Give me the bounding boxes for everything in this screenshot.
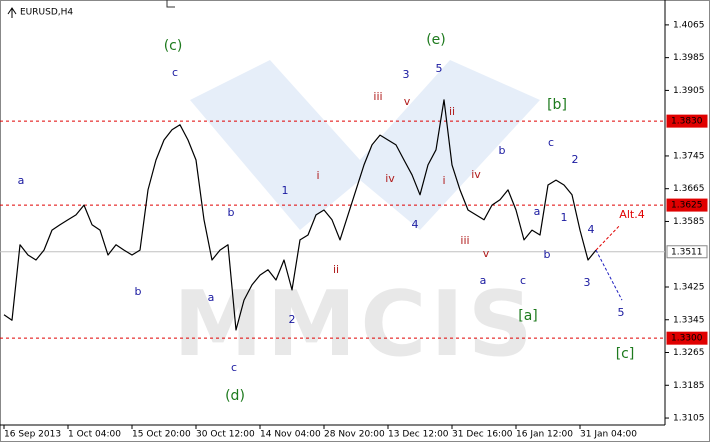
wave-label: 1 — [282, 184, 289, 197]
y-tick-label: 1.4065 — [673, 20, 705, 30]
y-tick-label: 1.3425 — [673, 282, 705, 292]
price-label: 1.3511 — [671, 247, 703, 257]
y-tick-label: 1.3585 — [673, 217, 705, 227]
projection-alt — [595, 224, 621, 251]
x-tick-label: 30 Oct 12:00 — [196, 430, 255, 440]
marker — [166, 0, 175, 8]
x-tick-label: 16 Sep 2013 — [4, 430, 61, 440]
wave-label: (c) — [164, 38, 183, 54]
wave-label: a — [480, 274, 487, 287]
wave-label: iii — [460, 234, 469, 247]
y-tick-label: 1.3745 — [673, 151, 705, 161]
wave-label: a — [534, 205, 541, 218]
wave-label: 3 — [584, 276, 591, 289]
y-tick-label: 1.3185 — [673, 381, 705, 391]
watermark: MMCIS — [173, 60, 540, 377]
y-tick-label: 1.3265 — [673, 348, 705, 358]
y-tick-label: 1.3905 — [673, 86, 705, 96]
wave-label: (d) — [225, 388, 245, 404]
wave-label: 1 — [561, 211, 568, 224]
wave-label: iv — [471, 168, 481, 181]
price-box — [666, 114, 708, 128]
x-tick-label: 15 Oct 20:00 — [132, 430, 191, 440]
wave-label: (e) — [426, 32, 446, 48]
y-tick-label: 1.3345 — [673, 315, 705, 325]
projection-main — [595, 249, 623, 301]
wave-label: v — [483, 247, 490, 260]
wave-label: c — [548, 136, 554, 149]
y-tick-label: 1.3985 — [673, 53, 705, 63]
wave-label: 4 — [412, 218, 419, 231]
wave-label: iii — [373, 90, 382, 103]
price-label: 1.3300 — [671, 334, 703, 344]
symbol-icon — [7, 7, 17, 18]
wave-label: v — [404, 95, 411, 108]
wave-label: 3 — [403, 68, 410, 81]
wave-label: iv — [385, 172, 395, 185]
wave-label: 4 — [588, 223, 595, 236]
price-line — [3, 99, 597, 331]
y-tick-label: 1.3105 — [673, 414, 705, 424]
wave-label: c — [172, 66, 178, 79]
wave-label: b — [228, 206, 235, 219]
x-tick-label: 16 Jan 12:00 — [516, 430, 573, 440]
x-tick-label: 13 Dec 12:00 — [388, 430, 449, 440]
x-tick-label: 31 Dec 16:00 — [452, 430, 513, 440]
wave-label: b — [499, 144, 506, 157]
wave-label: ii — [333, 263, 339, 276]
wave-label: c — [520, 274, 526, 287]
x-tick-label: 1 Oct 04:00 — [68, 430, 121, 440]
wave-label: i — [316, 169, 319, 182]
x-tick-label: 14 Nov 04:00 — [260, 430, 321, 440]
wave-label: Alt.4 — [619, 208, 644, 221]
price-box — [666, 245, 708, 259]
price-label: 1.3625 — [671, 201, 703, 211]
wave-label: [b] — [547, 97, 567, 113]
wave-label: 2 — [289, 313, 296, 326]
price-box — [666, 198, 708, 212]
price-box — [666, 331, 708, 345]
wave-label: ii — [449, 105, 455, 118]
wave-label: a — [18, 174, 25, 187]
x-tick-label: 28 Nov 20:00 — [324, 430, 385, 440]
wave-label: c — [231, 361, 237, 374]
price-label: 1.3830 — [671, 117, 703, 127]
chart-title: EURUSD,H4 — [20, 8, 73, 18]
wave-label: 2 — [572, 153, 579, 166]
wave-label: b — [544, 248, 551, 261]
wave-label: a — [208, 291, 215, 304]
svg-text:MMCIS: MMCIS — [173, 272, 536, 377]
x-tick-label: 31 Jan 04:00 — [580, 430, 637, 440]
wave-label: 5 — [436, 62, 443, 75]
y-tick-label: 1.3665 — [673, 184, 705, 194]
wave-label: 5 — [618, 306, 625, 319]
wave-label: [c] — [616, 346, 635, 362]
wave-label: i — [442, 174, 445, 187]
wave-label: b — [135, 285, 142, 298]
wave-label: [a] — [518, 308, 538, 324]
